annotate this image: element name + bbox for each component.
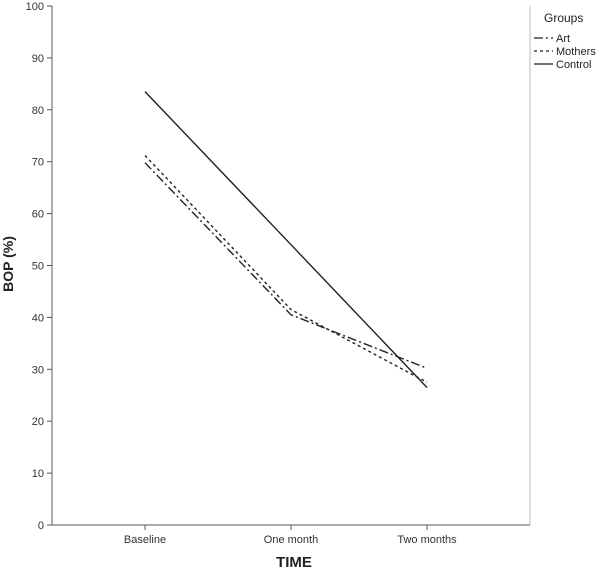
y-tick-label: 40 [32, 312, 44, 324]
y-tick-label: 60 [32, 209, 44, 221]
legend-title: Groups [544, 11, 583, 25]
y-tick-label: 20 [32, 416, 44, 428]
y-axis: 0 10 20 30 40 50 60 70 80 90 100 [26, 1, 52, 532]
series-line-mothers [144, 155, 428, 383]
y-tick-label: 30 [32, 364, 44, 376]
y-tick-label: 10 [32, 468, 44, 480]
series-lines [144, 91, 428, 388]
legend-label-control: Control [556, 59, 591, 71]
y-tick-label: 100 [26, 1, 44, 13]
y-axis-title: BOP (%) [0, 236, 16, 292]
x-axis-title: TIME [276, 554, 312, 569]
x-tick-label: One month [264, 534, 318, 546]
series-line-art [144, 162, 428, 369]
y-tick-label: 70 [32, 157, 44, 169]
series-line-control [144, 91, 428, 388]
x-tick-label: Two months [397, 534, 457, 546]
y-tick-label: 0 [38, 520, 44, 532]
x-tick-label: Baseline [124, 534, 166, 546]
legend-label-art: Art [556, 33, 570, 45]
y-tick-label: 90 [32, 53, 44, 65]
legend-label-mothers: Mothers [556, 46, 596, 58]
x-axis: Baseline One month Two months [124, 525, 457, 546]
y-tick-label: 80 [32, 105, 44, 117]
y-tick-label: 50 [32, 261, 44, 273]
